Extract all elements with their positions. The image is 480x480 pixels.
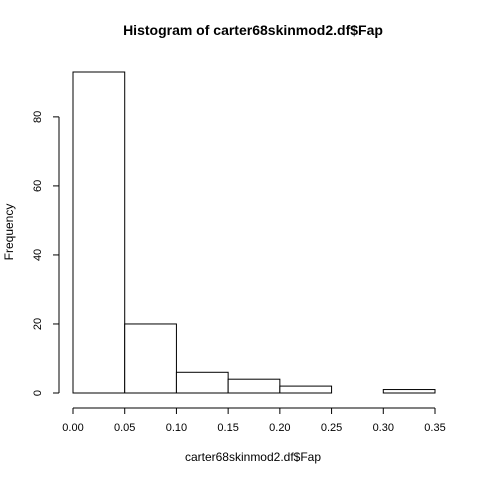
histogram-bar — [227, 378, 281, 394]
y-tick-label: 0 — [32, 390, 44, 396]
x-tick-label: 0.35 — [424, 422, 445, 434]
y-axis-label: Frequency — [2, 204, 16, 261]
histogram-bar — [382, 389, 436, 394]
bars-group — [72, 71, 436, 394]
y-tick-label: 60 — [32, 180, 44, 192]
x-tick-label: 0.15 — [217, 422, 238, 434]
x-tick-label: 0.30 — [373, 422, 394, 434]
x-axis-label: carter68skinmod2.df$Fap — [185, 450, 321, 464]
histogram-bar — [175, 371, 229, 394]
histogram-bar — [124, 323, 177, 394]
x-tick-label: 0.05 — [114, 422, 135, 434]
y-tick-label: 80 — [32, 111, 44, 123]
chart-title: Histogram of carter68skinmod2.df$Fap — [123, 22, 383, 38]
x-axis: 0.00 0.05 0.10 0.15 0.20 0.25 0.30 0.35 — [62, 407, 446, 434]
x-tick-label: 0.10 — [166, 422, 187, 434]
x-tick-label: 0.00 — [62, 422, 83, 434]
x-tick-label: 0.20 — [269, 422, 290, 434]
y-tick-label: 20 — [32, 318, 44, 330]
x-tick-label: 0.25 — [321, 422, 342, 434]
histogram-bar — [72, 71, 126, 394]
y-tick-label: 40 — [32, 249, 44, 261]
y-axis: 0 20 40 60 80 — [32, 111, 60, 396]
histogram-bar — [279, 385, 333, 394]
